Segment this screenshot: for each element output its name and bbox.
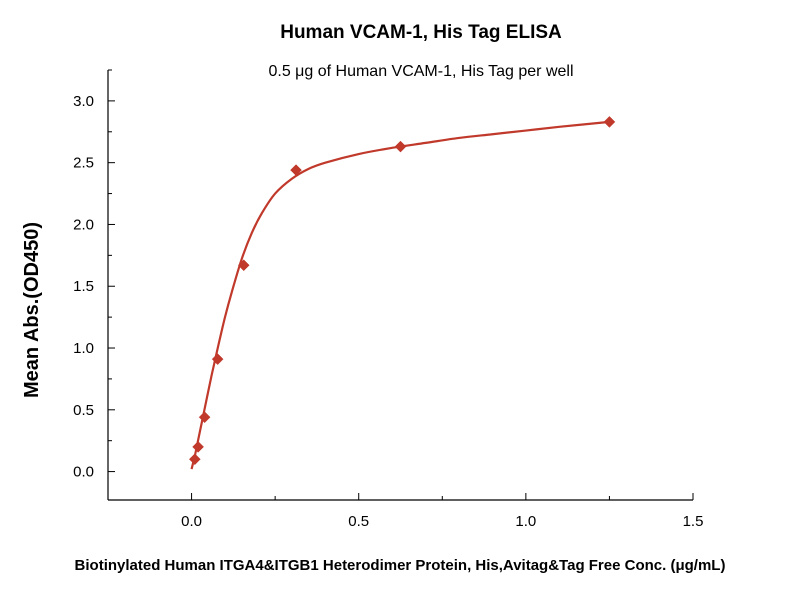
y-tick-label: 0.0 [73, 464, 94, 481]
axes: 0.0 0.5 1.0 1.5 2.0 2.5 3.0 0.0 0.5 1.0 1.5 [73, 69, 704, 530]
x-axis-label: Biotinylated Human ITGA4&ITGB1 Heterodim… [75, 557, 726, 574]
y-axis-label: Mean Abs.(OD450) [21, 222, 43, 398]
data-point [603, 116, 616, 128]
chart-title: Human VCAM-1, His Tag ELISA [280, 22, 562, 43]
y-tick-label: 3.0 [73, 93, 94, 110]
data-point [394, 140, 407, 153]
y-tick-label: 2.5 [73, 155, 94, 172]
data-point [188, 453, 201, 466]
plot-area [188, 116, 616, 470]
x-tick-label: 0.0 [181, 513, 202, 530]
y-tick-label: 0.5 [73, 402, 94, 419]
chart-subtitle: 0.5 μg of Human VCAM-1, His Tag per well [268, 63, 573, 80]
y-tick-label: 2.0 [73, 216, 94, 233]
x-tick-label: 1.5 [683, 513, 704, 530]
data-point [290, 164, 302, 176]
data-point [211, 353, 224, 365]
y-tick-label: 1.0 [73, 340, 94, 357]
fit-curve [190, 120, 610, 470]
x-tick-label: 1.0 [515, 513, 536, 530]
x-tick-label: 0.5 [348, 513, 369, 530]
data-point [198, 411, 211, 424]
data-point [237, 259, 250, 272]
y-tick-label: 1.5 [73, 278, 94, 295]
data-point [192, 441, 204, 453]
